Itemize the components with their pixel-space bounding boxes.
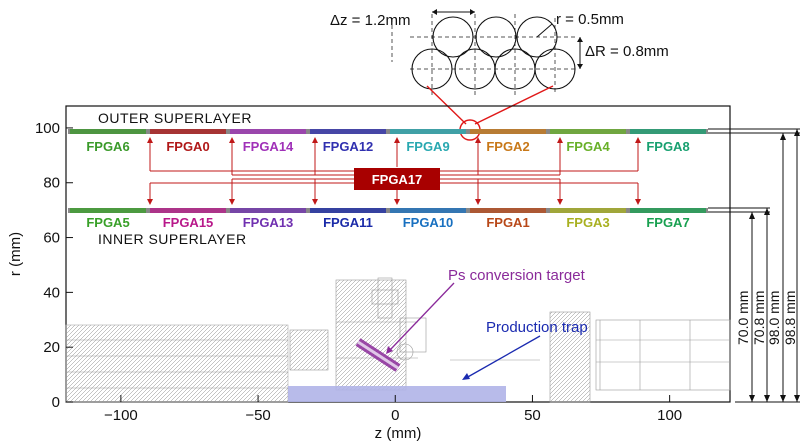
straw-circle [432,16,474,58]
straw-circle [475,16,517,58]
straw-circle [516,16,558,58]
outer-fpga-label: FPGA12 [323,139,374,154]
straw-circle [534,48,576,90]
inner-fpga-labels: FPGA5 FPGA15 FPGA13 FPGA11 FPGA10 FPGA1 FPGA3 F… [86,215,689,230]
inner-strip-segment [150,208,226,213]
inner-strip-segment [630,208,706,213]
straw-geometry-inset: Δz = 1.2mm r = 0.5mm ΔR = 0.8mm [330,9,669,141]
delta-z-label: Δz = 1.2mm [330,12,410,29]
inner-fpga-label: FPGA10 [403,215,454,230]
outer-strip-segment [70,129,146,134]
zoom-line [474,85,554,125]
outer-fpga-label: FPGA2 [486,139,529,154]
y-tick-label: 100 [35,120,60,137]
inner-strip-segment [70,208,146,213]
outer-strip-segment [550,129,626,134]
inner-strip-segment [310,208,386,213]
x-axis: −100 −50 0 50 100 [104,395,682,424]
outer-superlayer-label: OUTER SUPERLAYER [98,110,252,126]
outer-strip-segment [310,129,386,134]
outer-fpga-labels: FPGA6 FPGA0 FPGA14 FPGA12 FPGA9 FPGA2 FPGA4 FPG… [86,139,689,154]
outer-strip-segment [150,129,226,134]
inner-fpga-label: FPGA13 [243,215,294,230]
production-trap-label: Production trap [486,319,588,336]
outer-fpga-label: FPGA8 [646,139,689,154]
y-tick-label: 0 [52,394,60,411]
outer-fpga-label: FPGA14 [243,139,294,154]
left-magnet-block [65,324,289,403]
dimension-arrowheads [749,129,800,402]
inner-strip-segment [230,208,306,213]
x-tick-label: 0 [391,407,399,424]
y-axis: 0 20 40 60 80 100 [35,120,73,411]
fpga17-label: FPGA17 [372,172,423,187]
x-axis-title: z (mm) [375,425,422,442]
dimension-70-8: 70.8 mm [751,291,767,345]
outer-fpga-label: FPGA0 [166,139,209,154]
inner-fpga-label: FPGA11 [323,215,373,230]
ps-target-label: Ps conversion target [448,267,586,284]
dimension-98-8: 98.8 mm [782,291,798,345]
outer-strip-segment [630,129,706,134]
radius-label: r = 0.5mm [556,11,624,28]
outer-fpga-label: FPGA4 [566,139,610,154]
inner-strip-segment [390,208,466,213]
inner-fpga-label: FPGA1 [486,215,529,230]
y-tick-label: 40 [43,284,60,301]
inner-strip-segment [550,208,626,213]
outer-strip-segment [470,129,546,134]
outer-strip-segment [390,129,466,134]
inner-superlayer-label: INNER SUPERLAYER [98,231,247,247]
radial-dimensions [708,128,800,403]
inner-fpga-label: FPGA15 [163,215,214,230]
zoom-line [426,85,467,125]
y-tick-label: 80 [43,175,60,192]
ps-target-arrow [389,282,455,351]
delta-r-label: ΔR = 0.8mm [585,43,669,60]
outer-superlayer-strip [68,129,708,134]
x-tick-label: −50 [245,407,270,424]
inner-fpga-label: FPGA3 [566,215,609,230]
straw-circle [411,48,453,90]
inner-strip-segment [470,208,546,213]
fpga17-box [354,168,440,190]
inner-fpga-label: FPGA5 [86,215,129,230]
inner-superlayer-strip [68,208,708,213]
apparatus-drawing [65,277,731,403]
trap-arrow [465,335,541,379]
outer-fpga-label: FPGA6 [86,139,129,154]
conversion-target [355,338,401,372]
readout-wiring [149,141,639,201]
outer-strip-segment [230,129,306,134]
dimension-70-0: 70.0 mm [735,291,751,345]
target-assembly [335,279,407,391]
y-tick-label: 60 [43,230,60,247]
dimension-98-0: 98.0 mm [766,291,782,345]
inner-fpga-label: FPGA7 [646,215,689,230]
x-tick-label: −100 [104,407,138,424]
y-axis-title: r (mm) [7,232,24,276]
y-tick-label: 20 [43,339,60,356]
outer-fpga-label: FPGA9 [406,139,449,154]
x-tick-label: 50 [524,407,541,424]
x-tick-label: 100 [657,407,682,424]
production-trap-region [288,386,506,402]
